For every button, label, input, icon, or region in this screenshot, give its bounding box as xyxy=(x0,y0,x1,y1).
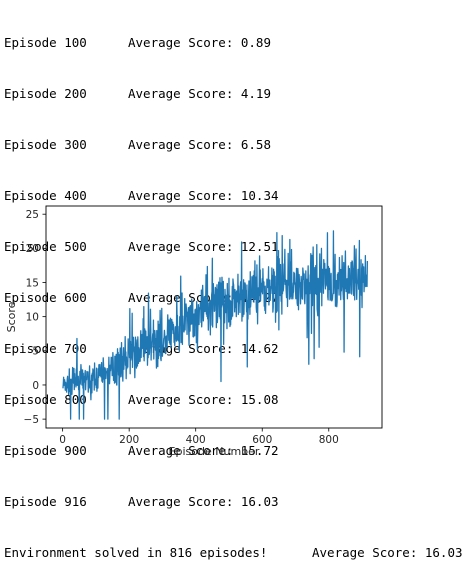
log-line: Episode 100 Average Score: 0.89 xyxy=(4,34,271,51)
log-episode: Episode 300 xyxy=(4,137,87,152)
log-line: Episode 900 Average Score: 15.72 xyxy=(4,442,279,459)
log-episode: Episode 500 xyxy=(4,239,87,254)
x-axis-label: Episode Number xyxy=(169,445,260,458)
solved-average-score: Average Score: 16.03 xyxy=(312,545,463,560)
log-average-score: Average Score: 4.19 xyxy=(128,86,271,101)
log-average-score: Average Score: 6.58 xyxy=(128,137,271,152)
log-episode: Episode 600 xyxy=(4,290,87,305)
solved-message: Environment solved in 816 episodes! xyxy=(4,545,268,560)
y-tick-label: 20 xyxy=(26,243,39,255)
log-average-score: Average Score: 12.51 xyxy=(128,239,279,254)
log-average-score: Average Score: 15.72 xyxy=(128,443,279,458)
log-episode: Episode 900 xyxy=(4,443,87,458)
plot-frame xyxy=(45,205,383,429)
x-axis-ticks: 0 200 400 600 800 xyxy=(59,428,339,446)
log-average-score: Average Score: 10.34 xyxy=(128,188,279,203)
score-series-line xyxy=(62,230,369,420)
x-tick-label: 400 xyxy=(186,434,206,446)
log-line: Episode 300 Average Score: 6.58 xyxy=(4,136,271,153)
score-chart: −5 0 5 10 15 20 25 0 200 400 600 800 Episode Numbe… xyxy=(5,205,383,458)
log-average-score: Average Score: 16.03 xyxy=(128,494,279,509)
y-tick-label: 25 xyxy=(26,209,39,221)
log-episode: Episode 400 xyxy=(4,188,87,203)
x-tick-label: 600 xyxy=(252,434,272,446)
y-axis-label: Score xyxy=(5,301,18,332)
log-average-score: Average Score: 0.89 xyxy=(128,35,271,50)
x-tick-label: 200 xyxy=(119,434,139,446)
log-episode: Episode 200 xyxy=(4,86,87,101)
log-line: Episode 916 Average Score: 16.03 xyxy=(4,493,279,510)
log-line: Episode 400 Average Score: 10.34 xyxy=(4,187,279,204)
x-tick-label: 0 xyxy=(59,434,66,446)
y-tick-label: 10 xyxy=(26,311,39,323)
log-average-score: Average Score: 15.08 xyxy=(128,392,279,407)
log-episode: Episode 100 xyxy=(4,35,87,50)
log-episode: Episode 916 xyxy=(4,494,87,509)
log-episode: Episode 700 xyxy=(4,341,87,356)
x-tick-label: 800 xyxy=(319,434,339,446)
log-line: Episode 200 Average Score: 4.19 xyxy=(4,85,271,102)
y-axis-ticks: −5 0 5 10 15 20 25 xyxy=(24,209,46,426)
log-line: Episode 500 Average Score: 12.51 xyxy=(4,238,279,255)
y-tick-label: 15 xyxy=(26,277,39,289)
y-tick-label: −5 xyxy=(24,414,39,426)
y-tick-label: 0 xyxy=(32,380,39,392)
log-solved-line: Environment solved in 816 episodes! Avera… xyxy=(4,544,463,561)
y-tick-label: 5 xyxy=(32,346,39,358)
